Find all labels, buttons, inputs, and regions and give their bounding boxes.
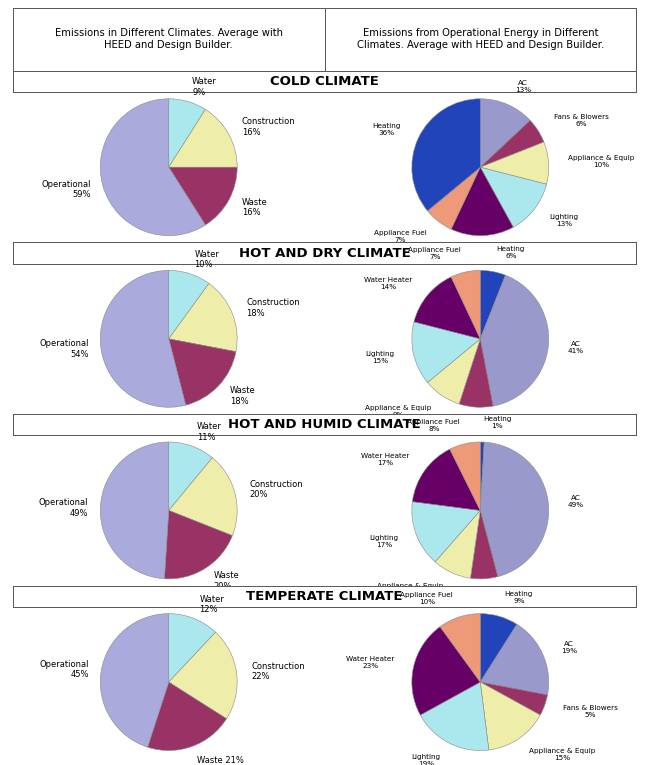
Text: Construction
18%: Construction 18% <box>247 298 300 317</box>
Text: Waste
18%: Waste 18% <box>230 386 255 405</box>
Text: AC
13%: AC 13% <box>515 80 531 93</box>
Text: Waste 21%: Waste 21% <box>197 756 244 765</box>
Text: Operational
59%: Operational 59% <box>42 180 92 200</box>
Wedge shape <box>169 109 237 168</box>
Wedge shape <box>480 270 506 339</box>
Wedge shape <box>169 339 236 405</box>
Text: Appliance & Equip
15%: Appliance & Equip 15% <box>530 748 596 761</box>
Text: Appliance Fuel
7%: Appliance Fuel 7% <box>408 247 461 260</box>
Wedge shape <box>414 277 480 339</box>
Text: HOT AND HUMID CLIMATE: HOT AND HUMID CLIMATE <box>228 418 421 431</box>
Text: Operational
45%: Operational 45% <box>40 659 89 679</box>
Text: Appliance & Equip
10%: Appliance & Equip 10% <box>568 155 634 168</box>
Text: Water
9%: Water 9% <box>192 77 217 96</box>
Wedge shape <box>440 614 480 682</box>
Text: Fans & Blowers
7%: Fans & Blowers 7% <box>485 591 540 604</box>
Wedge shape <box>480 442 484 510</box>
Wedge shape <box>451 168 513 236</box>
Text: TEMPERATE CLIMATE: TEMPERATE CLIMATE <box>246 590 403 603</box>
Wedge shape <box>147 682 227 750</box>
Wedge shape <box>164 510 232 579</box>
Text: Waste
16%: Waste 16% <box>242 197 267 217</box>
Wedge shape <box>480 275 548 406</box>
Wedge shape <box>101 99 205 236</box>
Text: Heating
9%: Heating 9% <box>505 591 533 604</box>
Wedge shape <box>421 682 489 750</box>
Text: Heating
36%: Heating 36% <box>373 123 401 136</box>
Text: HOT AND DRY CLIMATE: HOT AND DRY CLIMATE <box>239 246 410 259</box>
Text: AC
41%: AC 41% <box>567 340 583 353</box>
Text: Appliance Fuel
10%: Appliance Fuel 10% <box>400 592 453 605</box>
Wedge shape <box>101 442 169 579</box>
Wedge shape <box>428 168 480 230</box>
Wedge shape <box>412 627 480 715</box>
Wedge shape <box>412 449 480 510</box>
Wedge shape <box>169 632 237 719</box>
Wedge shape <box>169 168 237 225</box>
Text: AC
49%: AC 49% <box>567 495 583 508</box>
Wedge shape <box>480 99 530 168</box>
Wedge shape <box>480 682 548 715</box>
Wedge shape <box>169 270 209 339</box>
Text: Appliance Fuel
8%: Appliance Fuel 8% <box>408 418 460 431</box>
Wedge shape <box>169 99 205 168</box>
Text: Emissions from Operational Energy in Different
Climates. Average with HEED and D: Emissions from Operational Energy in Dif… <box>357 28 604 50</box>
Text: Water Heater
15%: Water Heater 15% <box>483 249 532 262</box>
Wedge shape <box>459 339 493 407</box>
Wedge shape <box>480 168 546 227</box>
Text: COLD CLIMATE: COLD CLIMATE <box>270 75 379 88</box>
Wedge shape <box>101 614 169 747</box>
Wedge shape <box>412 99 480 211</box>
Text: Fans & Blowers
8%: Fans & Blowers 8% <box>420 420 475 433</box>
Text: Appliance Fuel
7%: Appliance Fuel 7% <box>374 230 426 243</box>
Text: Waste
20%: Waste 20% <box>214 571 239 591</box>
Wedge shape <box>428 339 480 404</box>
Text: Construction
16%: Construction 16% <box>242 117 295 137</box>
Text: Emissions in Different Climates. Average with
HEED and Design Builder.: Emissions in Different Climates. Average… <box>55 28 283 50</box>
Text: Water
11%: Water 11% <box>197 422 222 441</box>
Text: Construction
22%: Construction 22% <box>252 662 305 682</box>
Wedge shape <box>480 682 540 750</box>
Text: Operational
54%: Operational 54% <box>39 339 89 359</box>
Text: AC
19%: AC 19% <box>561 641 577 654</box>
Wedge shape <box>169 457 237 536</box>
Text: Construction
20%: Construction 20% <box>250 480 303 500</box>
Wedge shape <box>450 442 480 510</box>
Text: Water
12%: Water 12% <box>199 594 225 614</box>
Wedge shape <box>480 120 544 168</box>
Text: Water Heater
17%: Water Heater 17% <box>361 453 409 466</box>
Wedge shape <box>435 510 480 578</box>
Text: Lighting
17%: Lighting 17% <box>369 535 398 548</box>
Text: Appliance & Equip
9%: Appliance & Equip 9% <box>365 405 431 418</box>
Wedge shape <box>480 142 548 184</box>
Wedge shape <box>451 270 480 339</box>
Wedge shape <box>480 624 548 695</box>
Text: Operational
49%: Operational 49% <box>38 498 88 518</box>
Text: Water Heater
23%: Water Heater 23% <box>347 656 395 669</box>
Wedge shape <box>101 270 186 407</box>
Wedge shape <box>169 442 212 510</box>
Wedge shape <box>169 284 237 352</box>
Text: Appliance & Equip
10%: Appliance & Equip 10% <box>377 584 443 597</box>
Text: Heating
6%: Heating 6% <box>496 246 525 259</box>
Text: Heating
1%: Heating 1% <box>483 416 511 429</box>
Text: Water
10%: Water 10% <box>195 249 219 269</box>
Wedge shape <box>169 614 215 682</box>
Wedge shape <box>412 502 480 562</box>
Text: Lighting
13%: Lighting 13% <box>550 214 579 227</box>
Text: Lighting
15%: Lighting 15% <box>365 351 395 364</box>
Text: Fans & Blowers
6%: Fans & Blowers 6% <box>554 114 609 127</box>
Wedge shape <box>480 614 517 682</box>
Text: Fans & Blowers
5%: Fans & Blowers 5% <box>563 705 618 718</box>
Text: Water Heater
14%: Water Heater 14% <box>364 276 413 289</box>
Text: Lighting
19%: Lighting 19% <box>411 754 441 765</box>
Wedge shape <box>471 510 498 579</box>
Wedge shape <box>480 442 548 577</box>
Wedge shape <box>412 322 480 382</box>
